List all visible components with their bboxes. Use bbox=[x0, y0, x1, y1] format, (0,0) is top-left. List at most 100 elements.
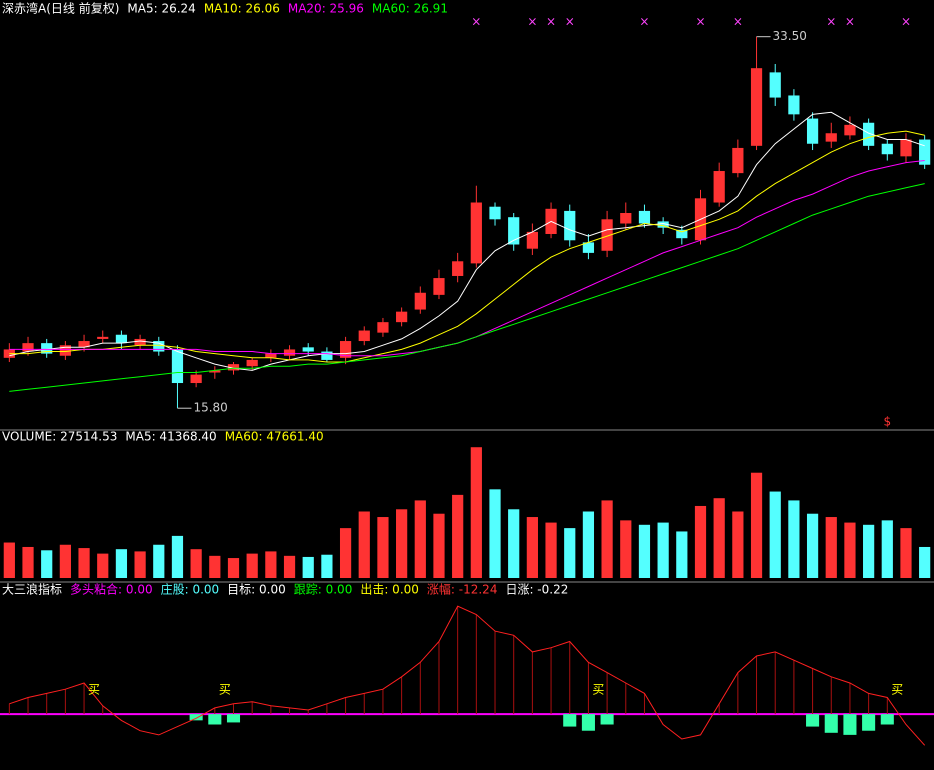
ma-line bbox=[9, 130, 925, 363]
candle-body bbox=[134, 338, 146, 346]
volume-bar bbox=[713, 498, 725, 578]
volume-bar bbox=[209, 555, 221, 578]
volume-bar bbox=[638, 524, 651, 578]
volume-bar bbox=[396, 509, 408, 578]
volume-bar bbox=[900, 528, 912, 578]
volume-bar bbox=[414, 500, 426, 578]
top-mark: × bbox=[695, 15, 705, 29]
candle-body bbox=[900, 139, 912, 157]
volume-bar bbox=[153, 544, 165, 578]
ma-line bbox=[9, 160, 925, 357]
candle-body bbox=[41, 343, 53, 354]
indicator-bar bbox=[824, 714, 838, 733]
volume-bar bbox=[657, 522, 669, 578]
candle-body bbox=[713, 171, 725, 203]
candle-body bbox=[339, 341, 352, 358]
candle-body bbox=[78, 341, 90, 348]
candle-body bbox=[171, 349, 184, 384]
buy-signal: 买 bbox=[219, 683, 231, 697]
indicator-bar bbox=[226, 714, 241, 723]
top-mark: × bbox=[546, 15, 556, 29]
header-label: 深赤湾A(日线 前复权) bbox=[2, 1, 119, 16]
top-mark: × bbox=[471, 15, 481, 29]
candle-body bbox=[97, 336, 109, 339]
candle-body bbox=[470, 202, 482, 264]
header-label: MA60: 47661.40 bbox=[225, 430, 324, 444]
candle-body bbox=[657, 221, 669, 228]
candle-body bbox=[265, 353, 277, 358]
header-label: 大三浪指标 bbox=[2, 582, 62, 597]
header-label: MA60: 26.91 bbox=[372, 2, 448, 16]
volume-bar bbox=[227, 558, 240, 578]
volume-bar bbox=[321, 554, 333, 578]
top-mark: × bbox=[826, 15, 836, 29]
volume-bar bbox=[732, 511, 744, 578]
header-label: 出击: 0.00 bbox=[360, 583, 419, 597]
volume-bar bbox=[825, 517, 837, 578]
volume-bar bbox=[358, 511, 370, 578]
header-label: MA10: 26.06 bbox=[204, 2, 280, 16]
top-mark: × bbox=[639, 15, 649, 29]
candle-body bbox=[377, 322, 389, 333]
candle-body bbox=[564, 210, 576, 241]
candle-body bbox=[863, 122, 875, 146]
candle-body bbox=[919, 139, 931, 165]
ma-line bbox=[9, 183, 925, 392]
volume-bar bbox=[302, 556, 314, 578]
candle-body bbox=[115, 334, 128, 344]
candle-body bbox=[825, 133, 837, 142]
volume-bar bbox=[134, 551, 146, 578]
candle-body bbox=[22, 343, 34, 352]
volume-bar bbox=[433, 513, 445, 578]
candle-body bbox=[806, 118, 819, 144]
volume-bar bbox=[806, 513, 819, 578]
volume-bar bbox=[265, 551, 277, 578]
candle-body bbox=[732, 147, 744, 174]
indicator-bar bbox=[880, 714, 894, 725]
top-mark: × bbox=[565, 15, 575, 29]
volume-bar bbox=[844, 522, 856, 578]
top-mark: × bbox=[733, 15, 743, 29]
candle-body bbox=[246, 359, 258, 367]
volume-bar bbox=[171, 535, 184, 578]
candle-body bbox=[638, 210, 651, 224]
header-label: MA5: 41368.40 bbox=[125, 430, 216, 444]
volume-bar bbox=[78, 548, 90, 578]
candle-body bbox=[283, 349, 296, 356]
candle-body bbox=[227, 364, 240, 371]
volume-bar bbox=[676, 531, 688, 578]
candle-body bbox=[620, 213, 632, 224]
indicator-bar bbox=[189, 714, 203, 721]
candle-body bbox=[769, 72, 781, 98]
volume-bar bbox=[863, 524, 875, 578]
candle-body bbox=[433, 278, 445, 295]
volume-bar bbox=[377, 517, 389, 578]
volume-bar bbox=[283, 555, 296, 578]
volume-bar bbox=[788, 500, 800, 578]
header-label: 庄股: 0.00 bbox=[161, 582, 220, 597]
candle-body bbox=[190, 374, 202, 384]
candle-body bbox=[321, 351, 333, 360]
indicator-bar bbox=[806, 714, 820, 727]
header-label: 跟踪: 0.00 bbox=[294, 583, 353, 597]
volume-bar bbox=[246, 553, 258, 578]
buy-signal: 买 bbox=[592, 683, 604, 697]
candle-body bbox=[59, 345, 71, 356]
indicator-line bbox=[9, 605, 926, 746]
volume-bar bbox=[3, 542, 15, 578]
indicator-bar bbox=[843, 714, 857, 735]
ma-line bbox=[9, 111, 925, 371]
volume-bar bbox=[115, 549, 128, 578]
top-mark: × bbox=[901, 15, 911, 29]
candle-body bbox=[750, 68, 763, 146]
volume-bar bbox=[564, 528, 576, 578]
indicator-bar bbox=[581, 714, 595, 731]
candle-body bbox=[209, 370, 221, 373]
header-label: MA20: 25.96 bbox=[288, 2, 364, 16]
indicator-bar bbox=[600, 714, 614, 725]
volume-bar bbox=[545, 522, 557, 578]
header-label: VOLUME: 27514.53 bbox=[2, 430, 117, 444]
header-label: MA5: 26.24 bbox=[127, 2, 195, 16]
candle-body bbox=[788, 95, 800, 115]
